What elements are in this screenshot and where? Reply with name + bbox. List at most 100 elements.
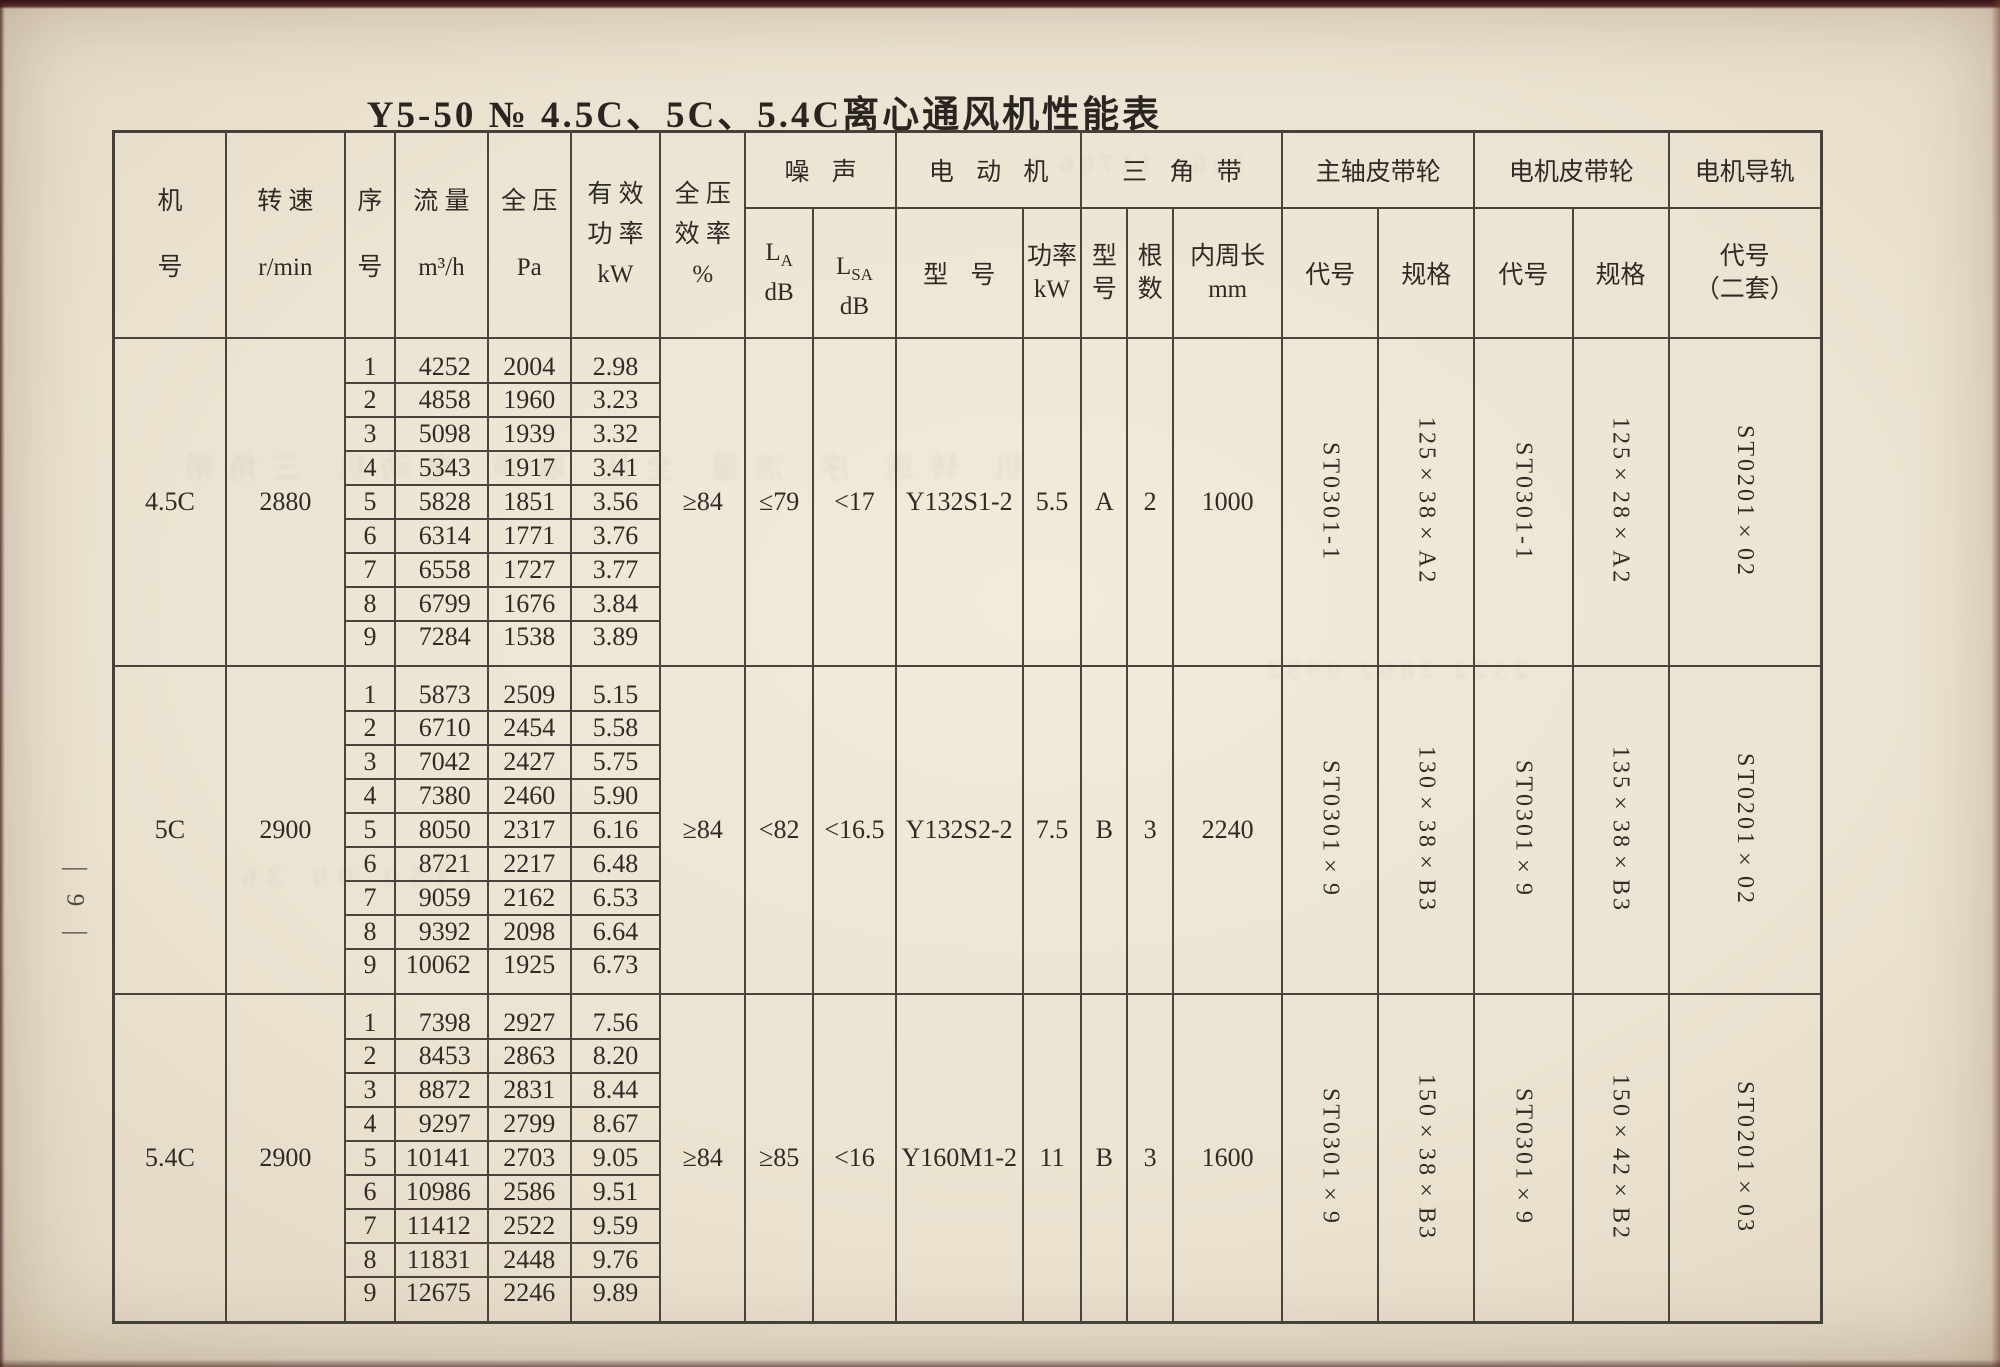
cell-motor-model: Y132S2-2: [894, 664, 1024, 995]
header-flow: 流 量 m³/h: [394, 130, 489, 339]
cell-flow: 11831: [394, 1241, 489, 1278]
table-row: 8 9392 2098 6.64: [114, 913, 1822, 950]
cell-flow: 10141: [394, 1139, 489, 1176]
cell-shaft-pulley-code: ST0301-1: [1281, 336, 1380, 667]
table-row: 3 5098 1939 3.32: [114, 415, 1822, 452]
cell-effective-power: 6.73: [569, 947, 662, 995]
cell-pressure: 2927: [486, 992, 572, 1040]
cell-flow: 8721: [394, 845, 489, 882]
cell-pressure: 1727: [486, 551, 572, 588]
cell-pressure: 1538: [486, 619, 572, 667]
header-shaft-pulley-code: 代号: [1281, 206, 1380, 339]
cell-motor-pulley-code: ST0301×9: [1473, 664, 1574, 995]
header-shaft-pulley-group: 主轴皮带轮: [1281, 130, 1476, 209]
motor-pulley-spec-text: 135×38×B3: [1607, 745, 1634, 913]
cell-belt-length: 1600: [1172, 992, 1284, 1323]
scan-edge-left: [0, 0, 5, 1367]
header-noise-group: 噪 声: [744, 130, 897, 209]
shaft-pulley-spec-text: 130×38×B3: [1413, 745, 1440, 913]
cell-pressure: 2427: [486, 743, 572, 780]
cell-flow: 9059: [394, 879, 489, 916]
cell-flow: 7042: [394, 743, 489, 780]
header-motor-pulley-spec: 规格: [1571, 206, 1670, 339]
table-row: 6 10986 2586 9.51: [114, 1173, 1822, 1210]
cell-motor-rail-code: ST0201×03: [1667, 992, 1823, 1323]
cell-motor-model: Y132S1-2: [894, 336, 1024, 667]
cell-efficiency: ≥84: [659, 664, 747, 995]
page-number-dash: —: [62, 854, 87, 881]
shaft-pulley-code-text: ST0301-1: [1317, 441, 1344, 562]
cell-serial: 6: [343, 517, 397, 554]
cell-flow: 9392: [394, 913, 489, 950]
cell-pressure: 1676: [486, 585, 572, 622]
cell-serial: 6: [343, 1173, 397, 1210]
cell-pressure: 1917: [486, 449, 572, 486]
table-row: 7 6558 1727 3.77: [114, 551, 1822, 588]
cell-flow: 4858: [394, 381, 489, 418]
cell-serial: 5: [343, 483, 397, 520]
table-row: 4.5C 2880 1 4252 2004 2.98 ≥84 ≤79 <17 Y…: [112, 336, 1823, 667]
table-row: 2 8453 2863 8.20: [114, 1037, 1822, 1074]
cell-shaft-pulley-spec: 150×38×B3: [1377, 992, 1476, 1323]
cell-effective-power: 9.76: [569, 1241, 662, 1278]
cell-flow: 12675: [394, 1275, 489, 1323]
table-row: 6 6314 1771 3.76: [114, 517, 1822, 554]
cell-belt-length: 1000: [1172, 336, 1284, 667]
cell-belt-type: B: [1080, 992, 1129, 1323]
cell-effective-power: 3.32: [569, 415, 662, 452]
header-motor-rail-group: 电机导轨: [1667, 130, 1823, 209]
header-belt-length: 内周长 mm: [1172, 206, 1284, 339]
cell-noise-lsa: <17: [811, 336, 897, 667]
table-row: 8 11831 2448 9.76: [114, 1241, 1822, 1278]
shaft-pulley-code-text: ST0301×9: [1317, 760, 1344, 899]
noise-lsa-label: LSA dB: [835, 252, 873, 320]
table-row: 8 6799 1676 3.84: [114, 585, 1822, 622]
cell-speed: 2900: [224, 992, 346, 1323]
cell-effective-power: 5.15: [569, 664, 662, 712]
header-noise-lsa: LSA dB: [811, 206, 897, 339]
cell-motor-power: 11: [1021, 992, 1083, 1323]
cell-serial: 4: [343, 777, 397, 814]
cell-pressure: 1939: [486, 415, 572, 452]
cell-belt-type: A: [1080, 336, 1129, 667]
table-row: 4 7380 2460 5.90: [114, 777, 1822, 814]
cell-flow: 5098: [394, 415, 489, 452]
cell-serial: 3: [343, 1071, 397, 1108]
table-row: 5 10141 2703 9.05: [114, 1139, 1822, 1176]
header-effective-power: 有 效 功 率 kW: [569, 130, 662, 339]
cell-pressure: 2831: [486, 1071, 572, 1108]
cell-serial: 9: [343, 619, 397, 667]
cell-effective-power: 5.75: [569, 743, 662, 780]
cell-motor-pulley-spec: 135×38×B3: [1571, 664, 1670, 995]
header-motor-model: 型 号: [894, 206, 1024, 339]
cell-effective-power: 3.77: [569, 551, 662, 588]
table-row: 5C 2900 1 5873 2509 5.15 ≥84 <82 <16.5 Y…: [112, 664, 1823, 995]
cell-effective-power: 6.53: [569, 879, 662, 916]
cell-motor-pulley-code: ST0301-1: [1473, 336, 1574, 667]
cell-efficiency: ≥84: [659, 336, 747, 667]
cell-belt-count: 2: [1126, 336, 1175, 667]
header-noise-la: LA dB: [744, 206, 814, 339]
cell-noise-la: <82: [744, 664, 814, 995]
header-belt-type: 型 号: [1080, 206, 1129, 339]
cell-flow: 7380: [394, 777, 489, 814]
cell-pressure: 2004: [486, 336, 572, 384]
cell-serial: 8: [343, 1241, 397, 1278]
cell-motor-pulley-spec: 125×28×A2: [1571, 336, 1670, 667]
cell-pressure: 2217: [486, 845, 572, 882]
cell-motor-power: 5.5: [1021, 336, 1083, 667]
cell-effective-power: 9.05: [569, 1139, 662, 1176]
cell-pressure: 2522: [486, 1207, 572, 1244]
cell-belt-count: 3: [1126, 664, 1175, 995]
cell-effective-power: 9.59: [569, 1207, 662, 1244]
cell-serial: 8: [343, 585, 397, 622]
scan-edge-bottom: [0, 1359, 2000, 1367]
cell-speed: 2880: [224, 336, 346, 667]
cell-belt-length: 2240: [1172, 664, 1284, 995]
header-motor-group: 电 动 机: [894, 130, 1083, 209]
cell-serial: 5: [343, 811, 397, 848]
header-motor-power: 功率 kW: [1021, 206, 1083, 339]
header-belt-count: 根 数: [1126, 206, 1175, 339]
cell-serial: 4: [343, 449, 397, 486]
cell-serial: 5: [343, 1139, 397, 1176]
